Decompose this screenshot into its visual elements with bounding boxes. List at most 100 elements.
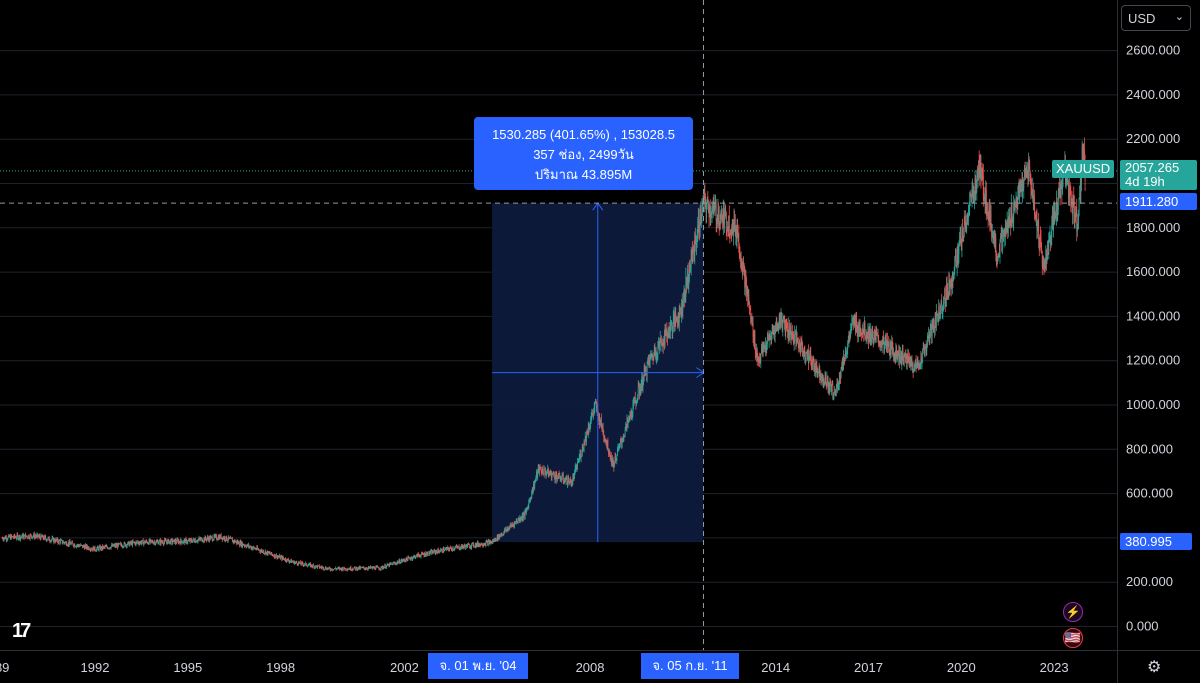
settings-gear-icon[interactable]: ⚙ — [1147, 659, 1162, 676]
candle-body — [988, 216, 990, 219]
candle-body — [456, 546, 458, 547]
candle-body — [719, 214, 721, 222]
candle-body — [126, 544, 128, 547]
candle-body — [874, 331, 876, 334]
candle-body — [893, 354, 895, 358]
candle-body — [427, 552, 429, 556]
candle-body — [594, 401, 596, 408]
candle-body — [596, 403, 597, 412]
candle-body — [390, 563, 392, 565]
candle-body — [678, 306, 680, 323]
candle-body — [101, 546, 102, 550]
candle-body — [814, 365, 816, 369]
candle-body — [555, 473, 556, 480]
candle-body — [162, 542, 164, 544]
candle-body — [381, 566, 383, 568]
candle-body — [345, 568, 346, 570]
candle-body — [411, 557, 413, 560]
candle-body — [721, 209, 722, 216]
tradingview-logo[interactable]: 17 — [12, 620, 31, 642]
candle-body — [387, 564, 389, 566]
candle-body — [278, 556, 280, 558]
candle-body — [235, 541, 237, 542]
flag-icon[interactable]: 🇺🇸 — [1063, 628, 1083, 648]
candle-body — [1030, 177, 1032, 188]
candle-body — [412, 556, 414, 558]
candle-body — [724, 211, 726, 213]
candle-body — [453, 549, 455, 551]
candle-body — [983, 196, 985, 199]
candle-body — [216, 538, 218, 540]
candle-body — [1056, 201, 1058, 211]
candle-body — [57, 541, 59, 543]
candle-body — [660, 338, 662, 341]
candle-body — [715, 204, 717, 222]
candle-body — [480, 542, 482, 545]
candle-body — [132, 541, 134, 543]
candle-body — [670, 322, 672, 324]
candle-body — [563, 480, 565, 482]
price-axis[interactable]: 0.000200.000600.000800.0001000.0001200.0… — [1126, 43, 1180, 634]
candle-body — [633, 400, 634, 404]
candle-body — [26, 536, 28, 538]
candle-body — [714, 205, 716, 211]
candle-body — [691, 250, 693, 252]
candle-body — [451, 548, 452, 550]
candle-body — [71, 541, 73, 544]
candle-body — [100, 546, 102, 550]
candle-body — [592, 413, 594, 415]
candle-body — [183, 540, 185, 543]
candle-body — [852, 316, 854, 320]
price-tick-label: 600.000 — [1126, 486, 1173, 501]
candle-body — [161, 542, 163, 543]
candle-body — [464, 545, 465, 547]
candle-body — [636, 401, 638, 403]
candle-body — [762, 345, 763, 353]
candle-body — [1014, 205, 1016, 210]
price-tick-label: 800.000 — [1126, 441, 1173, 456]
currency-select[interactable]: USD ⌄ — [1121, 5, 1191, 31]
symbol-tag[interactable]: XAUUSD — [1052, 160, 1115, 178]
candle-body — [249, 546, 251, 548]
price-tick-label: 2400.000 — [1126, 87, 1180, 102]
lightning-icon[interactable]: ⚡ — [1063, 602, 1083, 622]
candle-body — [219, 535, 221, 539]
candle-body — [498, 534, 499, 540]
candle-body — [244, 545, 246, 547]
candle-body — [562, 474, 564, 476]
candle-body — [440, 548, 442, 550]
candle-body — [754, 332, 756, 350]
last-price-tag[interactable]: 2057.265 4d 19h — [1120, 160, 1197, 190]
candle-body — [747, 296, 749, 301]
candle-body — [181, 541, 183, 544]
time-axis[interactable]: 89199219951998200220082014201720202023 — [0, 660, 1069, 675]
candle-body — [984, 196, 986, 206]
candle-body — [706, 204, 708, 213]
candle-body — [864, 322, 866, 338]
candle-body — [149, 539, 151, 543]
candle-body — [895, 346, 897, 360]
candle-body — [334, 568, 336, 569]
candle-body — [749, 307, 751, 309]
candle-body — [136, 541, 138, 543]
candle-body — [255, 549, 257, 551]
candle-body — [793, 340, 795, 345]
candle-body — [414, 555, 415, 557]
candle-body — [781, 312, 783, 325]
candle-body — [452, 548, 454, 550]
candle-body — [803, 350, 805, 352]
candle-body — [751, 315, 753, 326]
candle-body — [10, 535, 12, 540]
candle-body — [436, 551, 437, 553]
candle-body — [185, 538, 186, 544]
candle-body — [541, 472, 543, 474]
candle-body — [127, 541, 129, 543]
candle-body — [808, 356, 810, 363]
candle-body — [953, 273, 954, 279]
candle-body — [634, 397, 636, 401]
candle-body — [366, 568, 368, 570]
candle-body — [896, 346, 897, 357]
candle-body — [773, 330, 775, 334]
candle-body — [637, 386, 639, 399]
